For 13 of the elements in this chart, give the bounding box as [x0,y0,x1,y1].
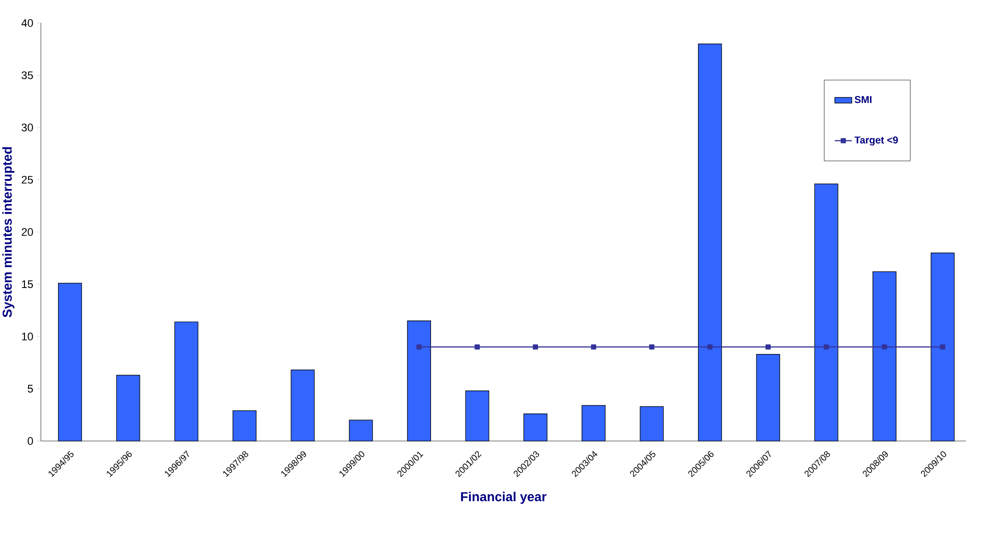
x-axis-title: Financial year [461,492,546,504]
y-axis-title: System minutes interrupted [2,147,14,318]
y-tick-label: 30 [22,124,33,132]
y-tick-label: 20 [22,228,33,236]
y-tick-label: 0 [28,437,33,445]
y-tick-label: 5 [28,384,33,393]
y-tick-label: 35 [22,71,33,80]
legend-label: Target <9 [854,136,898,146]
y-tick-label: 10 [22,332,33,340]
y-tick-label: 25 [22,176,33,184]
legend-label: SMI [854,96,872,104]
y-tick-label: 40 [21,19,33,27]
y-tick-label: 15 [22,280,33,288]
